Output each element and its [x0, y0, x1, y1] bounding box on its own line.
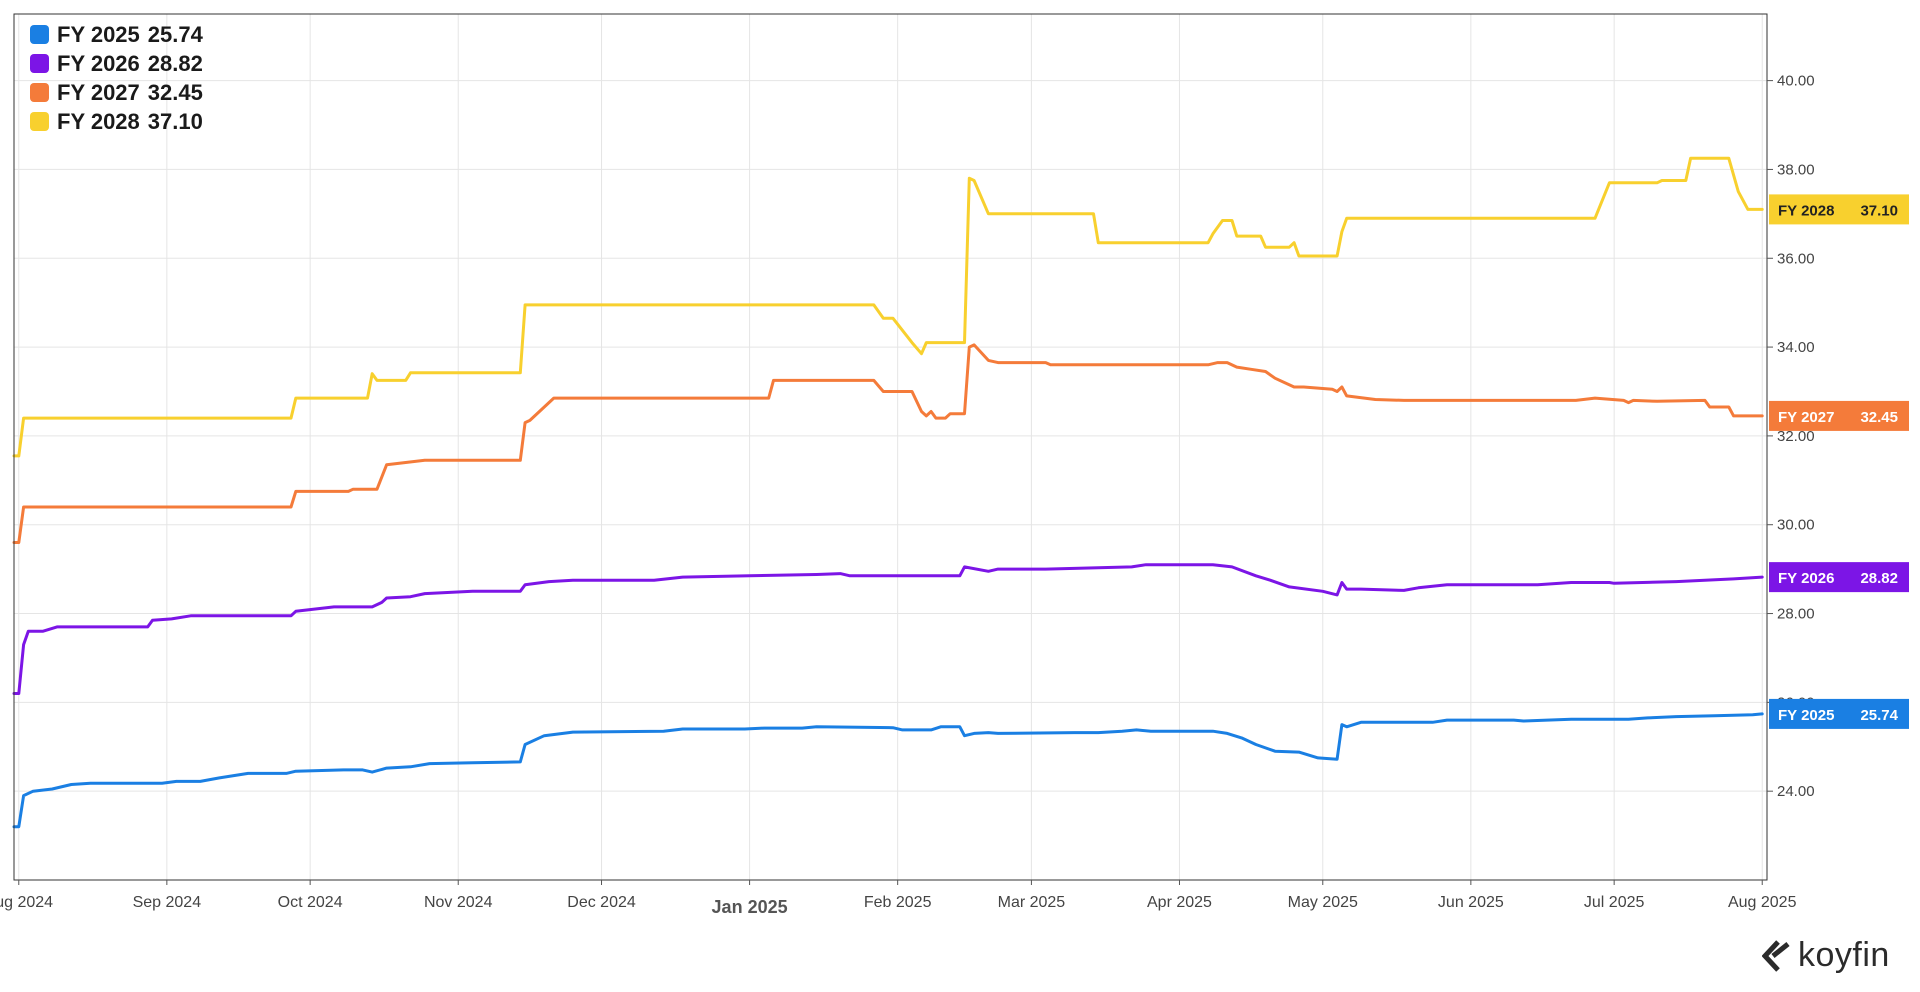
legend-series-name: FY 2028 — [57, 108, 140, 134]
tag-value: 25.74 — [1860, 707, 1898, 724]
legend-item-fy-2027: FY 2027 32.45 — [30, 78, 203, 107]
legend-series-name: FY 2025 — [57, 21, 140, 47]
x-tick-label: Jul 2025 — [1584, 894, 1645, 911]
x-tick-label: Dec 2024 — [567, 894, 636, 911]
tag-value: 37.10 — [1860, 202, 1898, 219]
legend-item-fy-2025: FY 2025 25.74 — [30, 20, 203, 49]
tag-series-name: FY 2028 — [1778, 202, 1834, 219]
series-line-fy-2028 — [12, 156, 1764, 458]
legend-item-fy-2026: FY 2026 28.82 — [30, 49, 203, 78]
series-lines — [12, 156, 1764, 829]
x-tick-label: Aug 2025 — [1728, 894, 1797, 911]
legend-series-name: FY 2027 — [57, 79, 140, 105]
x-tick-label: Mar 2025 — [998, 894, 1066, 911]
legend-last-value: 28.82 — [147, 50, 203, 76]
last-value-tag-fy-2025: FY 2025 25.74 — [1769, 698, 1909, 729]
tag-background — [1769, 562, 1909, 593]
legend-item-fy-2028: FY 2028 37.10 — [30, 107, 203, 136]
series-line-fy-2025 — [12, 712, 1764, 829]
y-axis: 24.0026.0028.0030.0032.0034.0036.0038.00… — [1767, 73, 1815, 800]
logo-text: koyfin — [1798, 936, 1890, 974]
x-tick-label: Aug 2024 — [0, 894, 53, 911]
tag-series-name: FY 2027 — [1778, 409, 1834, 426]
tag-background — [1769, 698, 1909, 729]
legend-last-value: 37.10 — [147, 108, 203, 134]
last-value-tag-fy-2028: FY 2028 37.10 — [1769, 194, 1909, 225]
tag-value: 28.82 — [1860, 570, 1898, 587]
legend-swatch — [30, 25, 49, 44]
legend-last-value: 25.74 — [147, 21, 203, 47]
y-tick-label: 28.00 — [1777, 606, 1815, 623]
last-value-tag-fy-2027: FY 2027 32.45 — [1769, 400, 1909, 431]
x-axis: Aug 2024 Sep 2024 Oct 2024 Nov 2024 Dec 2024… — [0, 880, 1797, 917]
legend-swatch — [30, 112, 49, 131]
x-tick-label: Apr 2025 — [1147, 894, 1212, 911]
tag-background — [1769, 400, 1909, 431]
y-tick-label: 24.00 — [1777, 783, 1815, 800]
x-tick-label: Feb 2025 — [864, 894, 932, 911]
legend-swatch — [30, 54, 49, 73]
grid — [14, 14, 1767, 880]
plot-frame — [13, 13, 1768, 881]
koyfin-logo: koyfin — [1762, 936, 1890, 975]
koyfin-mark-icon — [1762, 939, 1790, 972]
last-value-tag-fy-2026: FY 2026 28.82 — [1769, 562, 1909, 593]
legend-last-value: 32.45 — [147, 79, 203, 105]
series-line-fy-2027 — [12, 343, 1764, 544]
x-tick-label: May 2025 — [1288, 894, 1358, 911]
tag-series-name: FY 2026 — [1778, 570, 1834, 587]
y-tick-label: 40.00 — [1777, 73, 1815, 90]
y-tick-label: 30.00 — [1777, 517, 1815, 534]
legend-series-name: FY 2026 — [57, 50, 140, 76]
tag-background — [1769, 194, 1909, 225]
series-line-fy-2026 — [12, 563, 1764, 695]
x-tick-label: Sep 2024 — [133, 894, 202, 911]
y-tick-label: 32.00 — [1777, 428, 1815, 445]
y-tick-label: 38.00 — [1777, 161, 1815, 178]
tag-series-name: FY 2025 — [1778, 707, 1834, 724]
x-tick-label: Nov 2024 — [424, 894, 493, 911]
y-tick-label: 36.00 — [1777, 250, 1815, 267]
plot-background — [14, 14, 1767, 880]
x-tick-label: Jan 2025 — [712, 897, 788, 917]
x-tick-label: Jun 2025 — [1438, 894, 1504, 911]
y-tick-label: 34.00 — [1777, 339, 1815, 356]
tag-value: 32.45 — [1860, 409, 1898, 426]
legend-swatch — [30, 83, 49, 102]
x-tick-label: Oct 2024 — [278, 894, 343, 911]
legend: FY 2025 25.74 FY 2026 28.82 FY 2027 32.45 FY 2… — [30, 20, 203, 136]
